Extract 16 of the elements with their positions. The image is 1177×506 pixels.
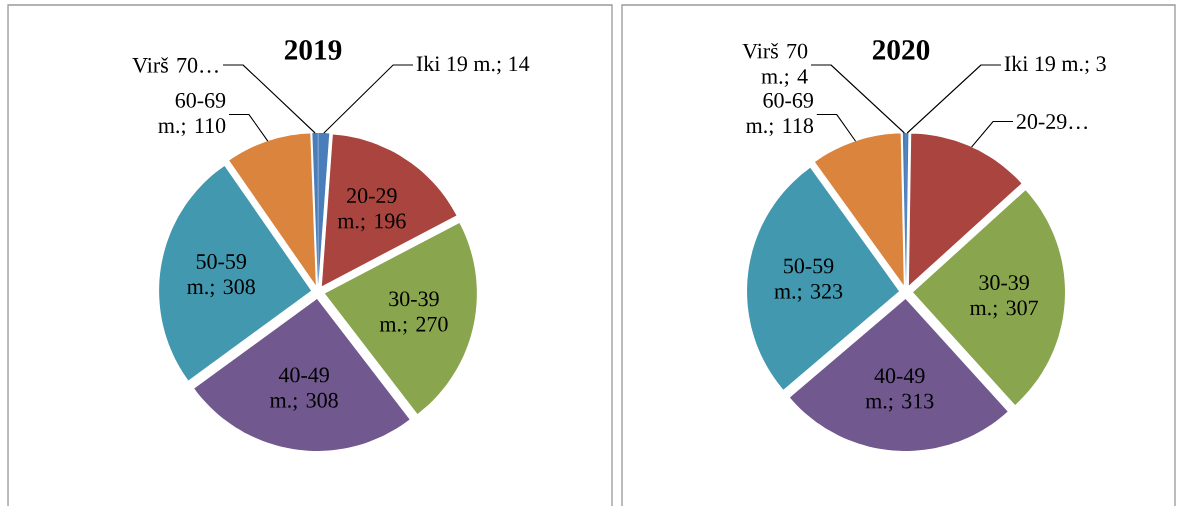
chart-title: 2020 (872, 40, 930, 60)
chart-title: 2019 (284, 40, 342, 60)
slice-label: 60-69 m.; 118 (746, 92, 814, 137)
slice-label: 30-39 m.; 307 (970, 275, 1038, 319)
slice-label: 20-29 m.; 196 (337, 188, 406, 232)
slice-label: 50-59 m.; 323 (774, 258, 843, 302)
slice-label: Iki 19 m.; 14 (416, 55, 530, 75)
slice-label: 30-39 m.; 270 (379, 291, 448, 335)
slice-label: 50-59 m.; 308 (187, 254, 255, 298)
slice-label: Virš 70… (132, 57, 218, 73)
slice-label: 20-29… (1016, 114, 1087, 130)
slice-label: 40-49 m.; 308 (270, 367, 338, 411)
slice-label: Iki 19 m.; 3 (1004, 55, 1106, 75)
slice-label: Virš 70 m.; 4 (742, 42, 808, 88)
slice-label: 40-49 m.; 313 (865, 368, 934, 412)
slice-label: 60-69 m.; 110 (158, 92, 226, 137)
